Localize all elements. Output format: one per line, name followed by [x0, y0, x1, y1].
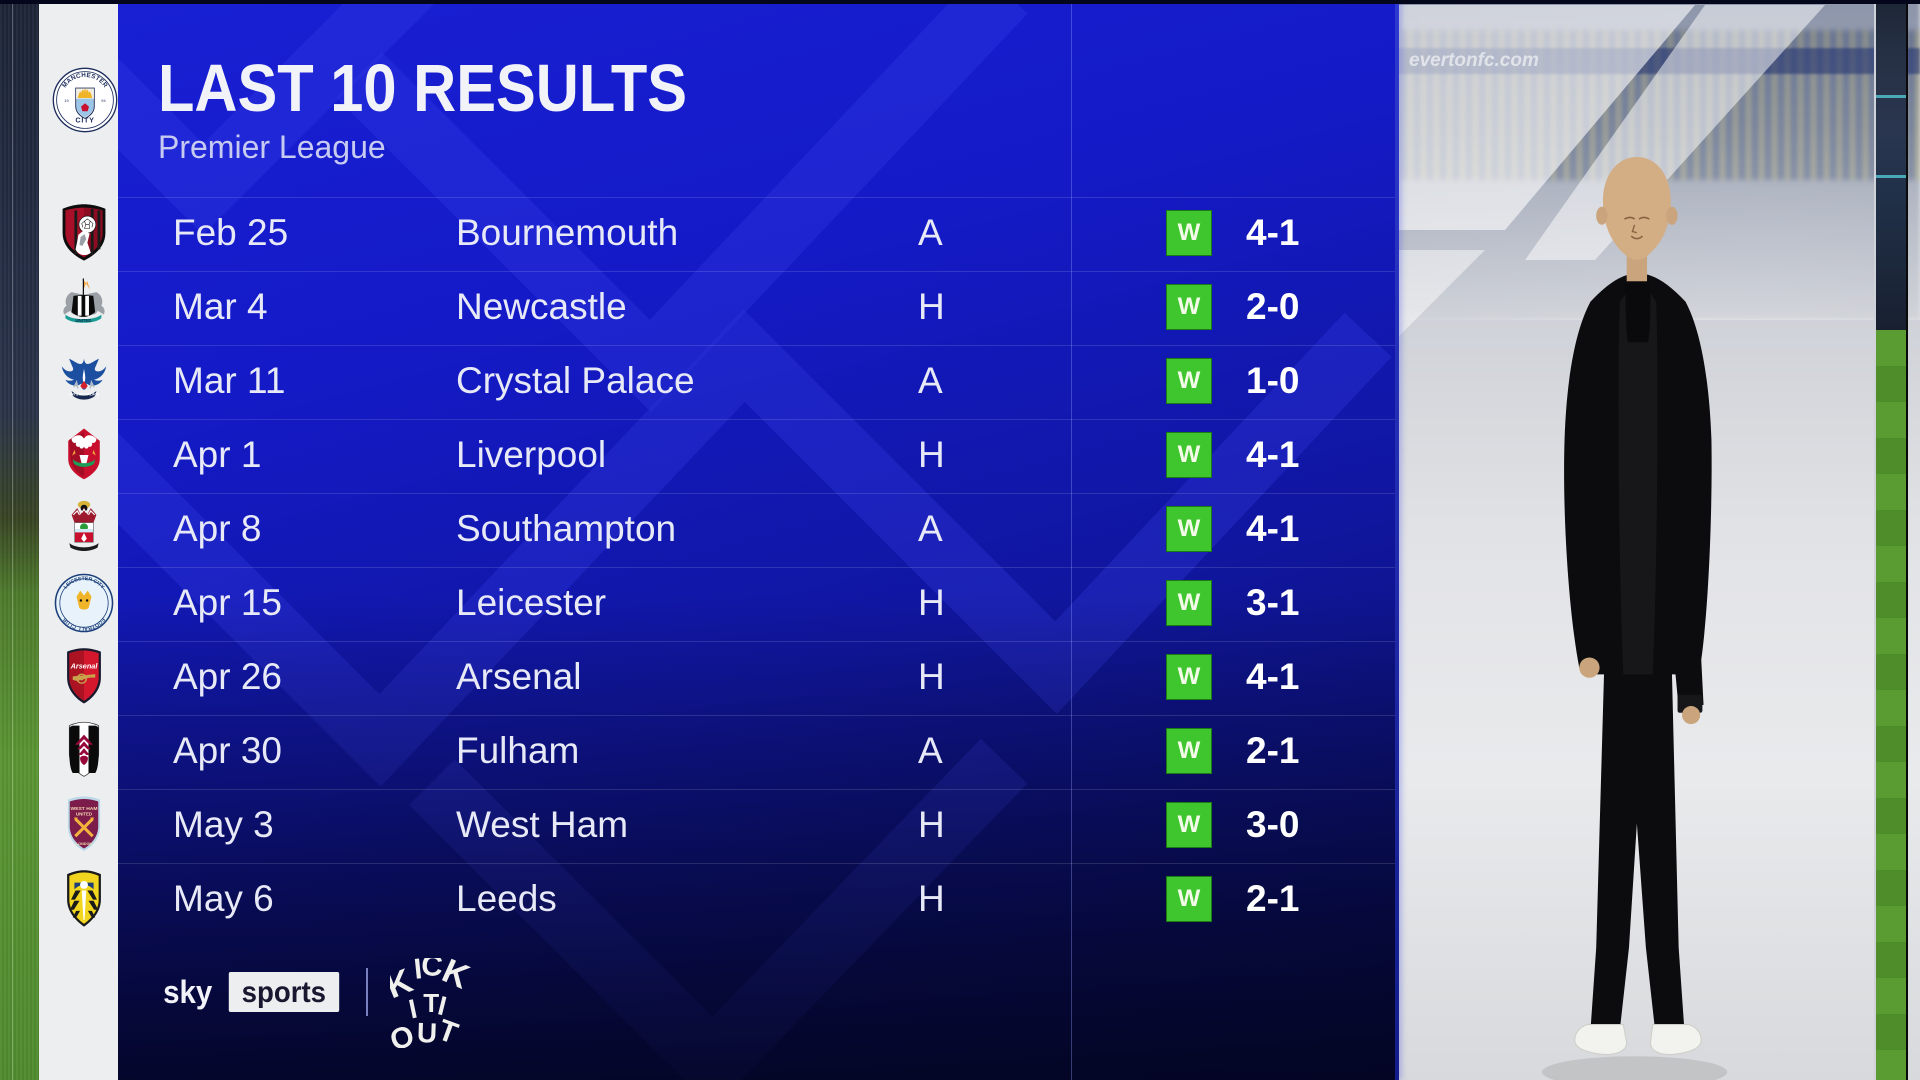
svg-text:UNITED: UNITED — [75, 318, 91, 323]
svg-text:LONDON: LONDON — [76, 842, 92, 846]
svg-text:Arsenal: Arsenal — [70, 662, 99, 671]
svg-text:UNITED: UNITED — [76, 812, 92, 817]
svg-text:CRYSTAL PALACE: CRYSTAL PALACE — [69, 392, 100, 396]
